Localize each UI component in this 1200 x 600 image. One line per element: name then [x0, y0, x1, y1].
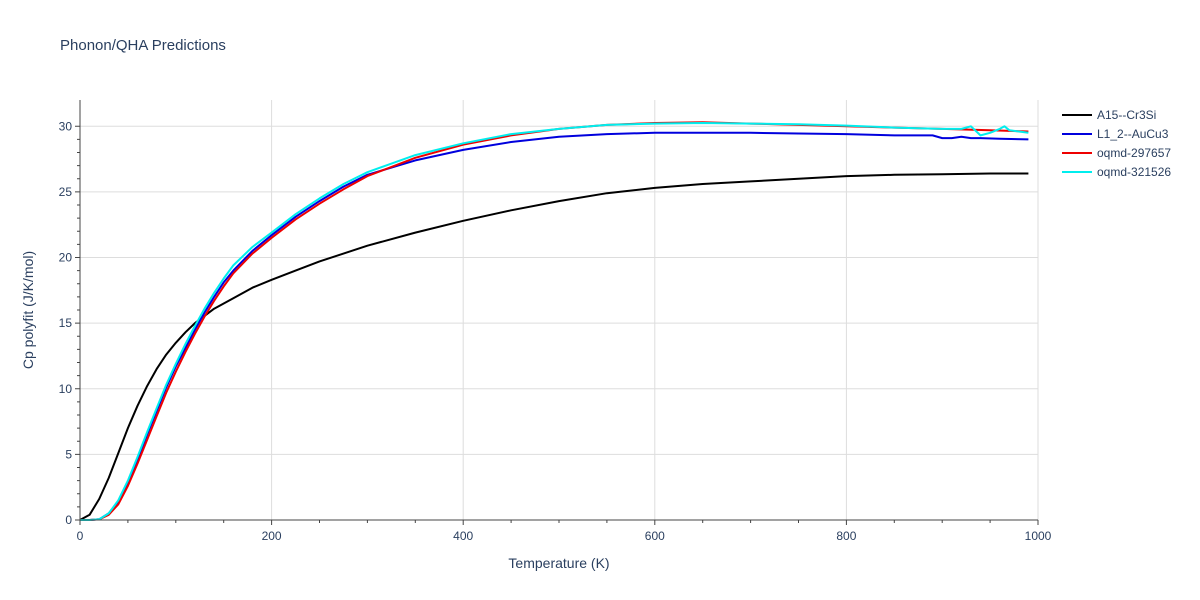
- y-axis-title: Cp polyfit (J/K/mol): [20, 251, 36, 369]
- legend-item-1[interactable]: L1_2--AuCu3: [1062, 127, 1169, 141]
- y-tick-label: 30: [59, 119, 73, 133]
- series-line-2: [80, 121, 1029, 521]
- x-axis-title: Temperature (K): [508, 555, 609, 571]
- x-tick-label: 1000: [1025, 529, 1052, 543]
- legend[interactable]: A15--Cr3Si L1_2--AuCu3 oqmd-297657 oqmd-321…: [1062, 108, 1171, 179]
- axes: [75, 100, 1039, 525]
- y-tick-label: 5: [65, 447, 72, 461]
- series-line-1: [80, 131, 1029, 521]
- legend-label: oqmd-321526: [1097, 165, 1171, 179]
- x-tick-label: 200: [262, 529, 282, 543]
- x-tick-labels: 0 200 400 600 800 1000: [77, 529, 1052, 543]
- series-line-3: [80, 122, 1029, 521]
- x-tick-label: 600: [645, 529, 665, 543]
- series-line-0: [79, 172, 1029, 521]
- y-tick-label: 25: [59, 185, 73, 199]
- y-tick-label: 20: [59, 251, 73, 265]
- legend-label: oqmd-297657: [1097, 146, 1171, 160]
- x-tick-label: 0: [77, 529, 84, 543]
- y-tick-labels: 0 5 10 15 20 25 30: [59, 119, 73, 527]
- y-tick-label: 0: [65, 513, 72, 527]
- legend-item-3[interactable]: oqmd-321526: [1062, 165, 1171, 179]
- x-tick-label: 400: [453, 529, 473, 543]
- legend-label: L1_2--AuCu3: [1097, 127, 1169, 141]
- series-lines: [79, 121, 1029, 521]
- y-tick-label: 10: [59, 382, 73, 396]
- legend-item-2[interactable]: oqmd-297657: [1062, 146, 1171, 160]
- y-tick-label: 15: [59, 316, 73, 330]
- legend-item-0[interactable]: A15--Cr3Si: [1062, 108, 1156, 122]
- gridlines: [80, 100, 1039, 520]
- chart-title: Phonon/QHA Predictions: [60, 37, 226, 54]
- x-tick-label: 800: [836, 529, 856, 543]
- legend-label: A15--Cr3Si: [1097, 108, 1156, 122]
